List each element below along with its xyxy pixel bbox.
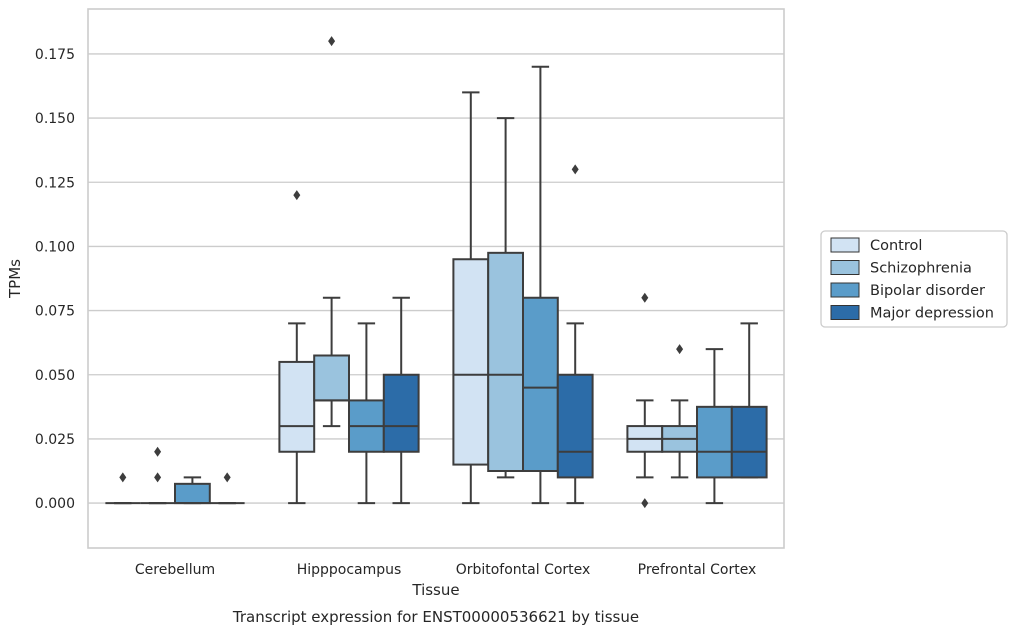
legend-swatch: [830, 260, 860, 275]
outlier-marker: [293, 190, 301, 201]
x-tick-label: Cerebellum: [135, 562, 215, 578]
box-iqr: [313, 354, 351, 402]
box-0-0: [105, 472, 141, 505]
box-iqr: [696, 405, 733, 479]
box-2-2: [522, 65, 559, 505]
box-3-3: [730, 322, 768, 479]
x-axis-label: Tissue: [411, 581, 459, 599]
y-tick-label: 0.075: [35, 304, 75, 320]
legend-swatch: [830, 237, 860, 253]
legend-swatch: [830, 305, 860, 320]
box-iqr: [487, 251, 525, 472]
box-2-3: [556, 164, 594, 505]
box-3-1: [661, 344, 699, 479]
outlier-marker: [676, 344, 684, 355]
y-tick-label: 0.125: [35, 175, 75, 191]
legend-label: Schizophrenia: [870, 261, 972, 277]
box-iqr: [174, 482, 211, 505]
outlier-marker: [328, 36, 336, 47]
outlier-marker: [154, 472, 162, 483]
x-tick-label: Hipppocampus: [297, 562, 402, 578]
outlier-marker: [154, 446, 162, 457]
legend-swatch: [830, 282, 860, 298]
box-iqr: [556, 373, 594, 479]
outlier-marker: [641, 498, 649, 509]
plot-frame: [87, 8, 785, 549]
y-tick-label: 0.150: [35, 111, 75, 127]
box-iqr: [452, 258, 490, 466]
box-iqr: [278, 360, 316, 453]
y-axis-label: TPMs: [6, 259, 24, 299]
outlier-marker: [641, 292, 649, 303]
y-tick-label: 0.050: [35, 368, 75, 384]
x-tick-label: Orbitofontal Cortex: [456, 562, 591, 578]
box-1-1: [313, 36, 351, 428]
box-1-0: [278, 190, 316, 505]
box-iqr: [382, 373, 420, 453]
legend: Control Schizophrenia Bipolar disorder Majo…: [820, 230, 1008, 328]
legend-label: Major depression: [870, 306, 994, 322]
box-1-3: [382, 296, 420, 505]
box-iqr: [522, 296, 559, 472]
box-3-2: [696, 348, 733, 505]
box-iqr: [730, 405, 768, 479]
x-axis-ticks: Cerebellum Hipppocampus Orbitofontal Corte…: [135, 562, 756, 578]
outlier-marker: [119, 472, 127, 483]
legend-label: Control: [870, 238, 922, 254]
y-tick-label: 0.175: [35, 47, 75, 63]
box-2-0: [452, 91, 490, 505]
legend-frame: [820, 230, 1008, 328]
box-0-2: [174, 476, 211, 505]
y-tick-label: 0.025: [35, 432, 75, 448]
legend-label: Bipolar disorder: [870, 283, 985, 299]
box-1-2: [348, 322, 385, 505]
y-axis-ticks: 0.000 0.025 0.050 0.075 0.100 0.125 0.150 0.175: [35, 47, 75, 512]
outlier-marker: [223, 472, 231, 483]
box-3-0: [626, 292, 664, 509]
box-0-3: [209, 472, 245, 505]
box-plot-area: [105, 36, 768, 509]
y-tick-label: 0.000: [35, 496, 75, 512]
x-tick-label: Prefrontal Cortex: [638, 562, 757, 578]
outlier-marker: [571, 164, 579, 175]
y-tick-label: 0.100: [35, 239, 75, 255]
chart-caption: Transcript expression for ENST0000053662…: [232, 608, 639, 626]
grid-lines: [88, 53, 784, 504]
box-2-1: [487, 117, 525, 479]
box-0-1: [140, 446, 175, 505]
